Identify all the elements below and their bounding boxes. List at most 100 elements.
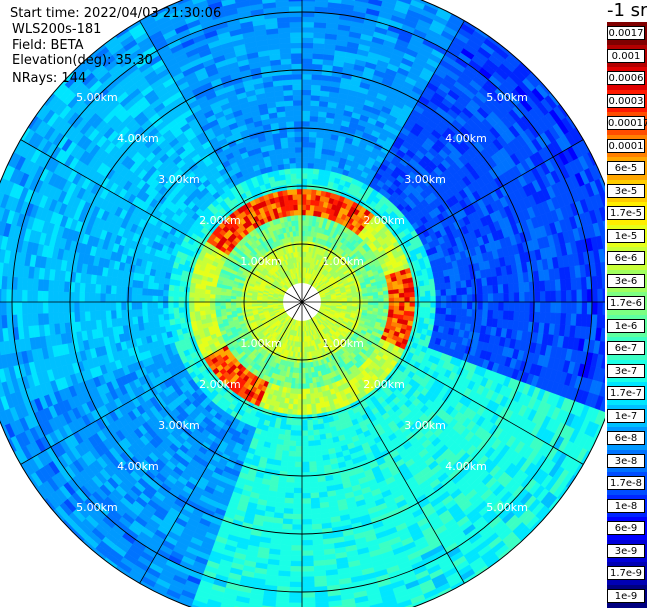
backscatter-cell (279, 560, 291, 566)
backscatter-cell (498, 284, 504, 293)
backscatter-cell (451, 289, 457, 296)
backscatter-cell (477, 286, 483, 294)
backscatter-cell (302, 561, 314, 566)
backscatter-cell (310, 393, 315, 399)
backscatter-cell (290, 561, 302, 566)
backscatter-cell (493, 302, 498, 311)
backscatter-cell (540, 302, 545, 313)
backscatter-cell (302, 105, 311, 110)
backscatter-cell (430, 313, 436, 319)
backscatter-cell (509, 293, 514, 302)
backscatter-cell (571, 302, 576, 314)
backscatter-cell (311, 85, 321, 91)
backscatter-cell (482, 310, 488, 318)
backscatter-cell (457, 295, 462, 302)
backscatter-cell (295, 457, 302, 462)
backscatter-cell (282, 445, 289, 451)
backscatter-cell (302, 95, 311, 100)
backscatter-cell (298, 378, 302, 383)
backscatter-cell (581, 314, 587, 327)
backscatter-cell (576, 314, 582, 326)
backscatter-cell (425, 296, 430, 302)
backscatter-cell (302, 205, 306, 210)
backscatter-cell (293, 504, 302, 509)
backscatter-cell (302, 504, 311, 509)
backscatter-cell (535, 292, 540, 302)
backscatter-cell (389, 302, 394, 306)
backscatter-cell (534, 281, 540, 292)
backscatter-cell (368, 302, 373, 305)
backscatter-cell (311, 189, 316, 195)
backscatter-cell (302, 394, 306, 399)
backscatter-cell (483, 302, 488, 310)
backscatter-cell (461, 316, 467, 324)
backscatter-cell (288, 456, 295, 462)
backscatter-cell (279, 555, 291, 561)
backscatter-cell (284, 503, 293, 509)
backscatter-cell (313, 38, 325, 44)
backscatter-cell (302, 6, 315, 11)
backscatter-cell (312, 534, 323, 540)
backscatter-cell (302, 131, 309, 136)
backscatter-cell (290, 430, 296, 436)
backscatter-cell (284, 498, 293, 504)
backscatter-cell (472, 302, 477, 310)
backscatter-cell (286, 482, 294, 488)
backscatter-cell (315, 602, 329, 607)
backscatter-cell (297, 405, 302, 410)
backscatter-cell (461, 288, 467, 295)
backscatter-cell (302, 577, 314, 582)
backscatter-cell (472, 294, 477, 302)
backscatter-cell (441, 308, 447, 315)
backscatter-cell (313, 430, 319, 436)
backscatter-cell (302, 378, 306, 383)
backscatter-cell (289, 441, 296, 447)
backscatter-cell (493, 285, 499, 294)
backscatter-cell (313, 53, 324, 59)
backscatter-cell (487, 285, 493, 294)
backscatter-cell (296, 441, 302, 446)
backscatter-cell (592, 289, 597, 302)
backscatter-cell (280, 461, 288, 467)
backscatter-cell (299, 373, 302, 378)
backscatter-cell (373, 299, 378, 302)
backscatter-cell (519, 283, 525, 293)
backscatter-cell (519, 311, 525, 321)
backscatter-cell (513, 283, 519, 293)
backscatter-cell (309, 147, 316, 153)
backscatter-cell (404, 306, 410, 311)
backscatter-cell (293, 498, 302, 503)
backscatter-cell (302, 592, 315, 597)
backscatter-cell (290, 566, 302, 571)
backscatter-cell (311, 79, 321, 85)
backscatter-cell (307, 179, 313, 185)
backscatter-cell (302, 74, 312, 79)
backscatter-cell (388, 290, 394, 294)
backscatter-cell (305, 373, 309, 378)
backscatter-cell (363, 299, 368, 302)
backscatter-cell (315, 445, 322, 451)
backscatter-cell (291, 545, 302, 550)
backscatter-cell (277, 581, 290, 587)
backscatter-cell (280, 466, 288, 472)
backscatter-cell (478, 294, 483, 302)
backscatter-cell (311, 519, 321, 525)
backscatter-cell (296, 436, 302, 441)
backscatter-cell (404, 288, 410, 293)
backscatter-cell (302, 462, 309, 467)
backscatter-cell (283, 508, 292, 514)
backscatter-cell (493, 293, 498, 302)
backscatter-cell (302, 571, 314, 576)
backscatter-cell (312, 179, 318, 185)
backscatter-cell (281, 539, 292, 545)
backscatter-cell (313, 174, 319, 180)
backscatter-cell (309, 137, 316, 143)
backscatter-cell (315, 456, 322, 462)
backscatter-cell (311, 508, 320, 514)
backscatter-cell (280, 550, 291, 556)
backscatter-cell (302, 215, 306, 220)
backscatter-cell (294, 389, 298, 394)
backscatter-cell (603, 289, 605, 302)
backscatter-cell (312, 524, 322, 530)
backscatter-cell (306, 199, 311, 204)
